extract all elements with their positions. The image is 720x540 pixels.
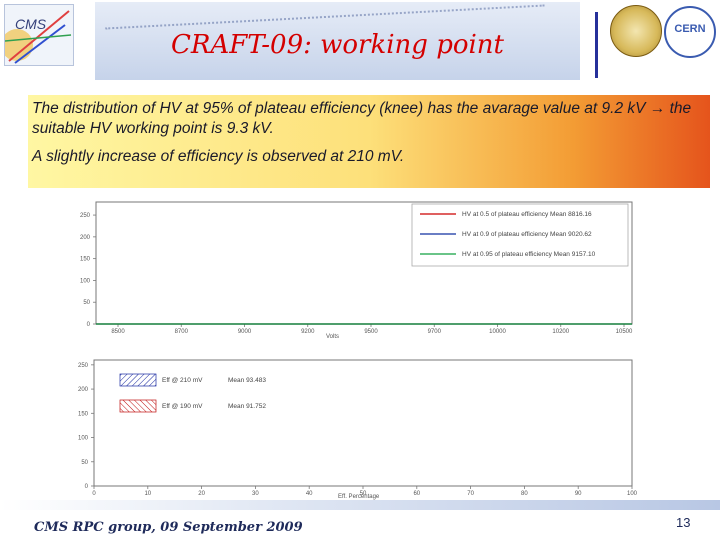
eff-y-tick-label: 200 xyxy=(78,387,89,393)
eff-x-tick-label: 30 xyxy=(252,491,259,497)
hv-y-tick-label: 250 xyxy=(80,213,91,219)
cms-logo-text: CMS xyxy=(15,16,47,32)
hv-x-axis-label: Volts xyxy=(326,334,339,340)
hv-y-tick-label: 200 xyxy=(80,235,91,241)
eff-x-axis-label: Eff. Percentage xyxy=(338,494,380,500)
summary-paragraph-1: The distribution of HV at 95% of plateau… xyxy=(32,100,692,137)
hv-legend-entry: HV at 0.95 of plateau efficiency Mean 91… xyxy=(462,251,596,258)
eff-legend-entry: Eff @ 190 mV xyxy=(162,403,203,410)
header-divider xyxy=(595,12,598,78)
hv-y-tick-label: 50 xyxy=(83,300,90,306)
eff-axis-ticks: 0 50 100 150 200 250 0 10 20 30 40 50 60 70 80 90 100 xyxy=(78,363,638,497)
eff-x-tick-label: 0 xyxy=(92,491,96,497)
eff-legend-entry: Eff @ 210 mV xyxy=(162,377,203,384)
page-number: 13 xyxy=(676,515,691,530)
eff-legend-mean: Mean 93.483 xyxy=(228,377,266,384)
hv-y-tick-label: 0 xyxy=(87,322,91,328)
hv-x-tick-label: 10000 xyxy=(489,329,506,335)
university-seal-logo xyxy=(610,5,662,57)
eff-legend-mean: Mean 91.752 xyxy=(228,403,266,410)
eff-x-tick-label: 10 xyxy=(144,491,151,497)
hv-x-tick-label: 8500 xyxy=(111,329,125,335)
hv-y-tick-label: 150 xyxy=(80,257,91,263)
eff-x-tick-label: 40 xyxy=(306,491,313,497)
eff-x-tick-label: 60 xyxy=(413,491,420,497)
eff-x-tick-label: 50 xyxy=(360,491,367,497)
cern-logo-text: CERN xyxy=(674,23,706,35)
summary-paragraph-2: A slightly increase of efficiency is obs… xyxy=(32,148,405,165)
hv-y-tick-label: 100 xyxy=(80,278,91,284)
title-decoration xyxy=(105,4,545,32)
efficiency-distribution-plot: 0 50 100 150 200 250 0 10 20 30 40 50 60 70 80 90 100 Ef… xyxy=(58,358,638,500)
footer-credit: CMS RPC group, 09 September 2009 xyxy=(34,520,303,535)
eff-y-tick-label: 150 xyxy=(78,411,89,417)
hv-x-tick-label: 10500 xyxy=(616,329,633,335)
cms-emblem-icon: CMS xyxy=(5,10,72,64)
eff-x-tick-label: 80 xyxy=(521,491,528,497)
summary-box: The distribution of HV at 95% of plateau… xyxy=(28,95,710,188)
eff-x-tick-label: 90 xyxy=(575,491,582,497)
footer-bar xyxy=(0,500,720,510)
eff-y-tick-label: 50 xyxy=(81,460,88,466)
eff-y-tick-label: 100 xyxy=(78,436,89,442)
hv-x-tick-label: 8700 xyxy=(175,329,189,335)
hv-axis-ticks: 0 50 100 150 200 250 8500 8700 9000 9200 9500 9700 1… xyxy=(80,213,633,335)
eff-legend-swatch xyxy=(119,399,157,413)
slide-title: CRAFT-09: working point xyxy=(170,30,505,60)
hv-x-tick-label: 9200 xyxy=(301,329,315,335)
eff-legend-swatch xyxy=(119,373,157,387)
eff-y-tick-label: 0 xyxy=(85,484,89,490)
hv-distribution-plot: 0 50 100 150 200 250 8500 8700 9000 9200 9500 9700 1… xyxy=(58,200,638,340)
eff-legend: Eff @ 210 mV Mean 93.483 Eff @ 190 mV Mean … xyxy=(119,373,266,413)
cern-logo: CERN xyxy=(664,6,716,58)
hv-legend-entry: HV at 0.5 of plateau efficiency Mean 881… xyxy=(462,211,592,218)
eff-x-tick-label: 20 xyxy=(198,491,205,497)
efficiency-distribution-svg: 0 50 100 150 200 250 0 10 20 30 40 50 60 70 80 90 100 Ef… xyxy=(78,359,638,500)
hv-x-tick-label: 9000 xyxy=(238,329,252,335)
hv-legend-entry: HV at 0.9 of plateau efficiency Mean 902… xyxy=(462,231,592,238)
hv-x-tick-label: 10200 xyxy=(552,329,569,335)
eff-x-tick-label: 100 xyxy=(627,491,638,497)
hv-distribution-svg: 0 50 100 150 200 250 8500 8700 9000 9200 9500 9700 1… xyxy=(80,201,633,340)
cms-logo: CMS xyxy=(4,4,74,66)
hv-x-tick-label: 9700 xyxy=(428,329,442,335)
hv-x-tick-label: 9500 xyxy=(364,329,378,335)
hv-legend: HV at 0.5 of plateau efficiency Mean 881… xyxy=(420,211,596,258)
title-band: CRAFT-09: working point xyxy=(95,2,580,80)
eff-x-tick-label: 70 xyxy=(467,491,474,497)
eff-y-tick-label: 250 xyxy=(78,363,89,369)
